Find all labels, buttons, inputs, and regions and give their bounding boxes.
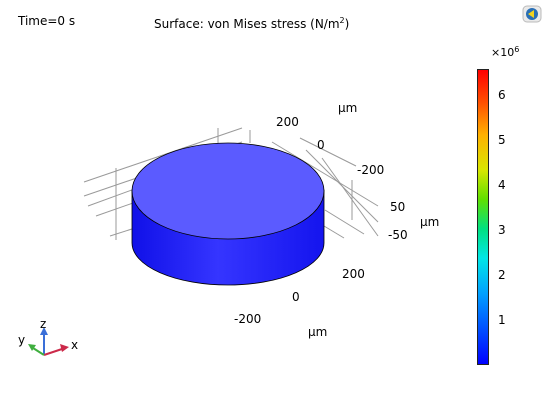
plot-title-exponent: 2 [339,16,345,25]
colorbar-label-4: 4 [498,178,506,192]
cylinder-top-face [131,142,325,240]
axis-triad: z x y [18,317,78,356]
plot-title: Surface: von Mises stress (N/m2) [154,16,349,31]
colorbar-label-6: 6 [498,88,506,102]
plot-title-prefix: Surface: von Mises stress (N/m [154,17,340,31]
y-tick-0: 0 [317,138,325,152]
z-axis-unit: μm [420,215,439,229]
triad-x-label: x [71,338,78,352]
colorbar [477,69,489,365]
comsol-logo-icon[interactable] [522,5,542,23]
y-tick-200: 200 [276,115,299,129]
y-axis-unit: μm [338,101,357,115]
triad-y-label: y [18,333,25,347]
colorbar-label-3: 3 [498,223,506,237]
colorbar-label-2: 2 [498,268,506,282]
colorbar-label-1: 1 [498,313,506,327]
colorbar-label-5: 5 [498,133,506,147]
time-label: Time=0 s [18,14,76,28]
cylinder-geometry[interactable] [131,142,325,286]
x-axis-unit: μm [308,325,327,339]
x-tick-0: 0 [292,290,300,304]
colorbar-multiplier: ×106 [491,45,520,59]
x-tick-200: 200 [342,267,365,281]
y-tick-neg200: -200 [357,163,384,177]
z-tick-neg50: -50 [388,228,408,242]
z-tick-50: 50 [390,200,405,214]
x-tick-neg200: -200 [234,312,261,326]
triad-z-label: z [40,317,46,331]
plot-title-suffix: ) [344,17,350,31]
